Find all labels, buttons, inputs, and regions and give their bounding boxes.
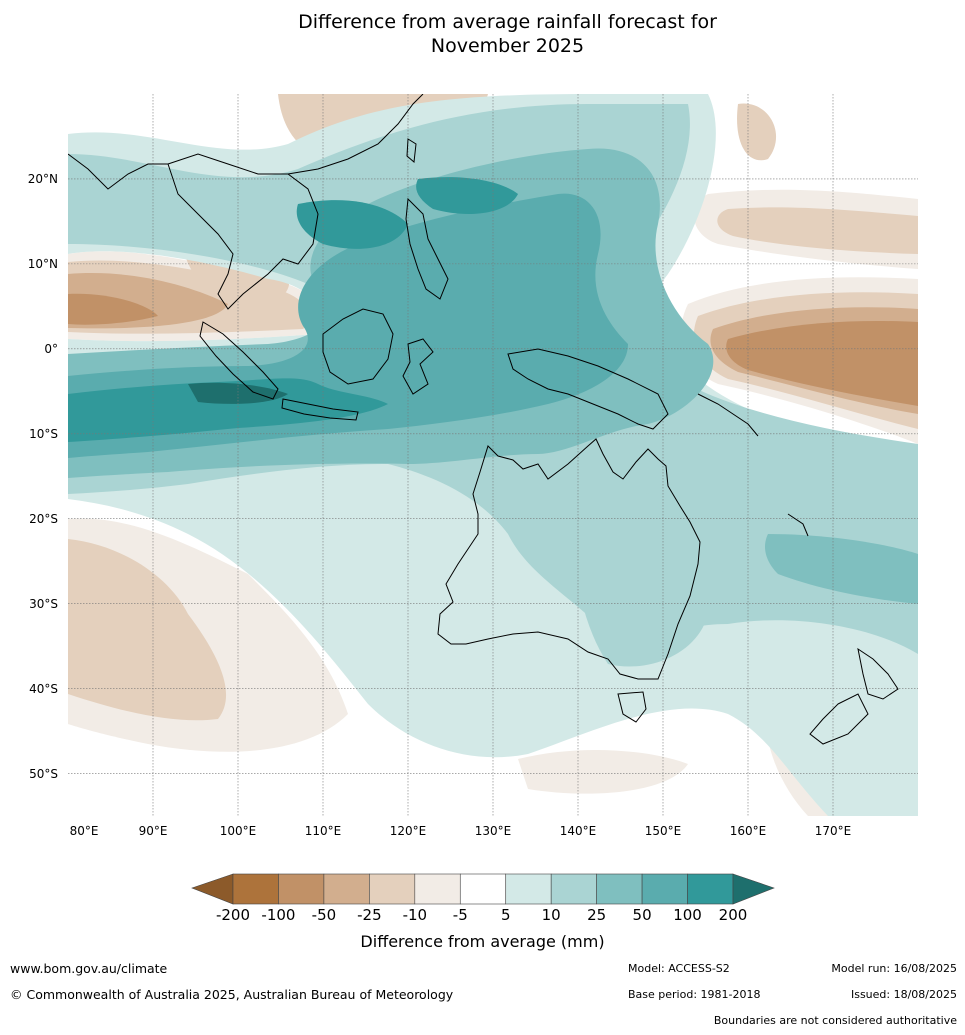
colorbar-tick-label: 100 (673, 906, 702, 924)
title-line-1: Difference from average rainfall forecas… (298, 11, 717, 33)
coast-taiwan (406, 138, 417, 163)
wetter-area-south-china-sea (296, 200, 408, 249)
latitude-label: 20°N (27, 171, 58, 186)
drier-area-nw-pacific-core (717, 207, 918, 254)
map-canvas (68, 94, 918, 816)
coast-australia (437, 438, 701, 680)
drier-area-south-tasman (518, 749, 688, 794)
wetter-area-east-australia-3 (765, 534, 918, 604)
coast-sulawesi (402, 338, 434, 395)
latitude-label: 10°N (27, 256, 58, 271)
longitude-label: 120°E (389, 824, 427, 838)
latitude-label: 50°S (29, 766, 58, 781)
latitude-label: 10°S (29, 426, 58, 441)
colorbar-tick-label: 5 (500, 906, 511, 924)
coast-china (287, 94, 424, 175)
coast-philippines (405, 197, 449, 300)
wetter-area-philippine-sea (416, 177, 518, 214)
colorbar-bin (459, 873, 507, 905)
base-period: Base period: 1981-2018 (628, 988, 761, 1001)
rainfall-anomaly-map (68, 94, 918, 816)
colorbar-bin (278, 873, 325, 905)
longitude-label: 150°E (644, 824, 682, 838)
legend-title: Difference from average (mm) (360, 932, 605, 951)
colorbar-bin (414, 873, 461, 905)
longitude-label: 110°E (304, 824, 342, 838)
colorbar-tick-label: 25 (587, 906, 607, 924)
boundary-disclaimer: Boundaries are not considered authoritat… (713, 1014, 957, 1027)
wetter-area-level-6 (188, 382, 288, 404)
colorbar-tick-label: -25 (357, 906, 382, 924)
map-title: Difference from average rainfall forecas… (0, 10, 965, 58)
coast-vanuatu (787, 513, 809, 537)
title-line-2: November 2025 (430, 35, 585, 57)
colorbar-extend-low (191, 873, 234, 905)
coast-new-guinea (507, 348, 669, 430)
latitude-label: 40°S (29, 681, 58, 696)
colorbar-extend-high (732, 873, 775, 905)
legend-colorbar (191, 873, 775, 905)
coastlines (68, 94, 899, 745)
coast-borneo (322, 308, 394, 385)
colorbar-bin (596, 873, 643, 905)
colorbar-bin (505, 873, 552, 905)
colorbar-bin (232, 873, 279, 905)
copyright-notice: © Commonwealth of Australia 2025, Austra… (10, 987, 454, 1002)
website-link[interactable]: www.bom.gov.au/climate (10, 961, 168, 976)
latitude-label: 30°S (29, 596, 58, 611)
drier-area-west-pacific-strong (726, 320, 918, 406)
coast-java (281, 398, 359, 421)
colorbar-tick-label: 50 (632, 906, 652, 924)
colorbar-bin (550, 873, 597, 905)
colorbar-tick-label: -200 (215, 906, 251, 924)
colorbar-tick-label: 10 (541, 906, 561, 924)
colorbar-bins (232, 873, 734, 905)
coast-nz-south (809, 693, 869, 745)
coast-sumatra (199, 321, 279, 400)
wetter-area-east-australia (568, 493, 712, 667)
wetter-area-level-5 (68, 378, 388, 442)
colorbar-tick-label: 200 (718, 906, 748, 924)
coast-indochina (167, 153, 319, 310)
longitude-label: 80°E (69, 824, 99, 838)
model-run-date: Model run: 16/08/2025 (831, 962, 957, 975)
longitude-label: 130°E (474, 824, 512, 838)
drier-area-nw-pacific-top (737, 103, 777, 161)
drier-area-eq-indian-ocean-strong (68, 293, 158, 325)
colorbar-tick-label: -50 (311, 906, 337, 924)
colorbar-tick-label: -100 (261, 906, 296, 924)
coast-india (68, 153, 168, 190)
colorbar-bin (641, 873, 688, 905)
coast-solomons (697, 393, 759, 437)
longitude-label: 170°E (814, 824, 852, 838)
colorbar-bin (323, 873, 370, 905)
coast-tasmania (617, 691, 647, 723)
longitude-label: 90°E (138, 824, 168, 838)
model-info: Model: ACCESS-S2 (628, 962, 730, 975)
coast-nz-north (857, 647, 899, 700)
colorbar-tick-label: -5 (452, 906, 468, 924)
colorbar-bin (369, 873, 416, 905)
issued-date: Issued: 18/08/2025 (850, 988, 957, 1001)
longitude-label: 100°E (219, 824, 257, 838)
drier-area-south-indian-ocean-inner (68, 539, 227, 721)
latitude-label: 20°S (29, 511, 58, 526)
longitude-label: 160°E (729, 824, 767, 838)
latitude-label: 0° (44, 341, 58, 356)
colorbar-bin (687, 873, 734, 905)
colorbar-tick-label: -10 (402, 906, 428, 924)
longitude-label: 140°E (559, 824, 597, 838)
